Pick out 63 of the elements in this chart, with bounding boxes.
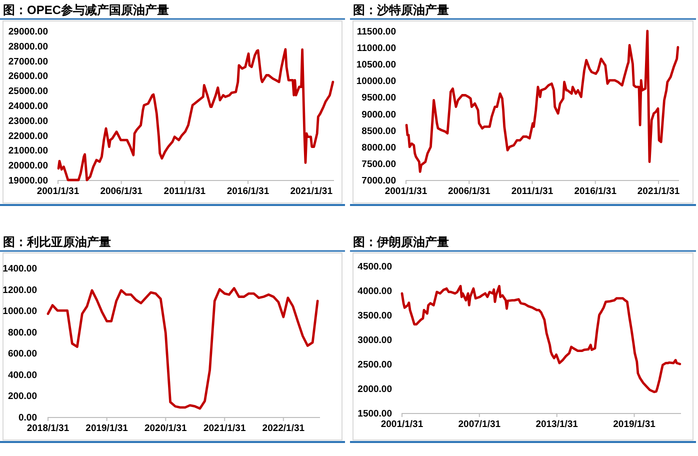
x-tick-label: 2018/1/31 xyxy=(26,423,70,434)
y-tick-label: 20000.00 xyxy=(8,160,48,172)
y-tick-label: 10500.00 xyxy=(356,60,396,71)
x-tick-label: 2013/1/31 xyxy=(536,419,579,430)
line-series xyxy=(400,284,682,394)
y-tick-label: 2000.00 xyxy=(358,384,392,395)
y-tick-label: 4500.00 xyxy=(358,262,392,272)
y-tick-label: 7000.00 xyxy=(362,176,396,186)
x-tick-label: 2006/1/31 xyxy=(448,186,491,197)
line-series xyxy=(57,48,334,182)
x-tick-label: 2021/1/31 xyxy=(637,186,680,197)
y-tick-label: 29000.00 xyxy=(8,26,48,38)
x-tick-label: 2019/1/31 xyxy=(613,419,656,430)
x-tick-label: 2021/1/31 xyxy=(203,423,246,434)
y-tick-label: 3500.00 xyxy=(358,310,392,322)
x-tick-label: 2011/1/31 xyxy=(164,186,206,197)
y-tick-label: 3000.00 xyxy=(358,335,392,346)
y-tick-label: 22000.00 xyxy=(8,130,48,142)
y-tick-label: 200.00 xyxy=(8,391,37,402)
y-tick-label: 1400.00 xyxy=(2,264,37,274)
x-tick-label: 2006/1/31 xyxy=(100,186,144,197)
y-tick-label: 27000.00 xyxy=(8,56,48,68)
y-tick-label: 1500.00 xyxy=(358,408,392,420)
y-tick-label: 24000.00 xyxy=(8,101,48,112)
chart-title: 图：伊朗原油产量 xyxy=(353,235,449,249)
x-tick-label: 2019/1/31 xyxy=(86,423,129,434)
y-tick-label: 11500.00 xyxy=(356,26,396,38)
y-tick-label: 19000.00 xyxy=(8,176,48,186)
x-tick-label: 2007/1/31 xyxy=(458,419,502,430)
y-tick-label: 2500.00 xyxy=(358,360,392,370)
y-tick-label: 9500.00 xyxy=(362,92,396,104)
x-tick-label: 2016/1/31 xyxy=(574,186,618,197)
y-tick-label: 8000.00 xyxy=(362,142,396,154)
y-tick-label: 11000.00 xyxy=(356,43,396,54)
y-tick-label: 600.00 xyxy=(8,348,37,360)
y-tick-label: 21000.00 xyxy=(8,146,48,157)
y-tick-label: 9000.00 xyxy=(362,109,396,120)
line-series xyxy=(46,287,319,410)
y-tick-label: 10000.00 xyxy=(356,76,396,88)
x-tick-label: 2021/1/31 xyxy=(290,186,334,197)
x-tick-label: 2022/1/31 xyxy=(262,423,306,434)
x-tick-label: 2001/1/31 xyxy=(36,186,80,197)
y-tick-label: 1000.00 xyxy=(2,306,37,318)
y-tick-label: 8500.00 xyxy=(362,126,396,137)
x-tick-label: 2001/1/31 xyxy=(380,419,424,430)
line-series xyxy=(405,30,680,173)
y-tick-label: 400.00 xyxy=(8,370,37,381)
y-tick-label: 25000.00 xyxy=(8,86,48,98)
chart-title: 图：OPEC参与减产国原油产量 xyxy=(3,3,170,17)
y-tick-label: 0.00 xyxy=(18,412,37,424)
x-tick-label: 2011/1/31 xyxy=(511,186,554,197)
y-tick-label: 26000.00 xyxy=(8,71,48,82)
chart-title: 图：沙特原油产量 xyxy=(353,3,449,17)
y-tick-label: 4000.00 xyxy=(358,286,392,297)
y-tick-label: 23000.00 xyxy=(8,116,48,127)
chart-title: 图：利比亚原油产量 xyxy=(3,235,111,249)
y-tick-label: 7500.00 xyxy=(362,158,396,170)
x-tick-label: 2016/1/31 xyxy=(226,186,270,197)
y-tick-label: 1200.00 xyxy=(2,284,37,296)
x-tick-label: 2020/1/31 xyxy=(144,423,188,434)
y-tick-label: 800.00 xyxy=(8,327,37,338)
x-tick-label: 2001/1/31 xyxy=(384,186,428,197)
y-tick-label: 28000.00 xyxy=(8,41,48,52)
